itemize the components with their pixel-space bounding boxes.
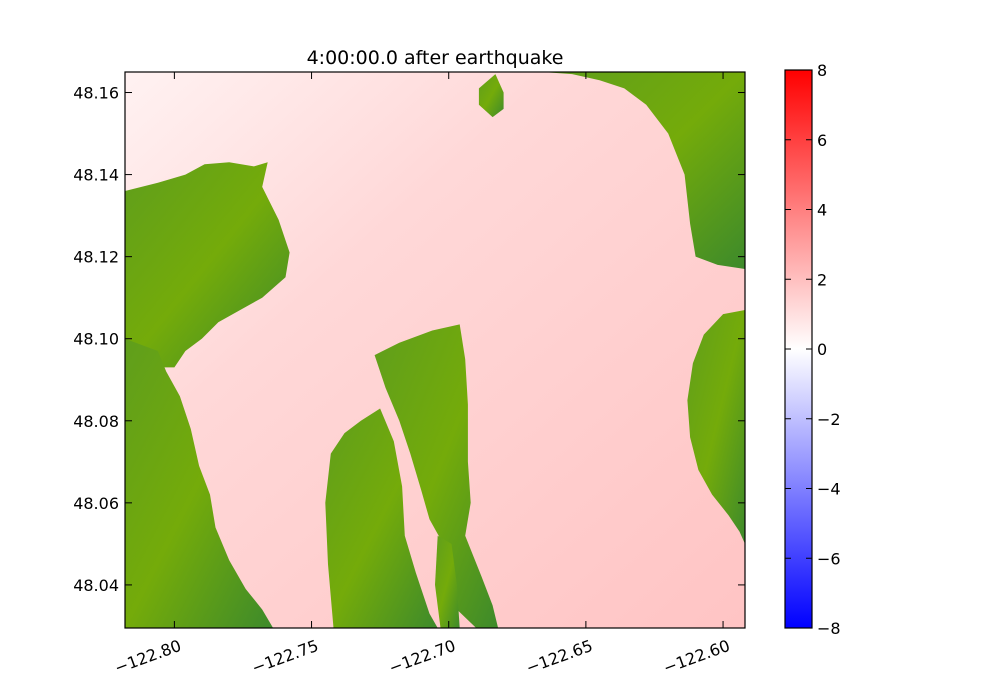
colorbar: 8 6 4 2 0 −2 −4 −6 −8	[784, 61, 841, 638]
x-tick-label: −122.75	[249, 636, 321, 678]
chart-title: 4:00:00.0 after earthquake	[307, 47, 564, 69]
land-region-west-lower	[125, 338, 274, 628]
plot-area	[124, 71, 746, 629]
land-region-west-upper	[125, 162, 290, 368]
land-region-middle-strip	[325, 408, 438, 628]
land-region-east-upper	[542, 72, 745, 269]
colorbar-tick-label: 0	[817, 340, 827, 359]
land-region-north-islet	[478, 74, 504, 118]
x-tick-label: −122.60	[661, 636, 733, 678]
land-layer	[125, 72, 745, 628]
y-axis: 48.04 48.06 48.08 48.10 48.12 48.14 48.16	[73, 84, 745, 595]
colorbar-ticks: 8 6 4 2 0 −2 −4 −6 −8	[785, 61, 841, 638]
colorbar-tick-label: 8	[817, 61, 827, 80]
y-tick-label: 48.16	[73, 84, 119, 103]
land-region-east-lower	[687, 310, 745, 544]
colorbar-tick-label: 6	[817, 131, 827, 150]
colorbar-tick-label: −6	[817, 549, 841, 568]
land-region-east-peninsula	[374, 324, 499, 628]
y-tick-label: 48.10	[73, 330, 119, 349]
y-tick-label: 48.08	[73, 412, 119, 431]
y-tick-label: 48.06	[73, 494, 119, 513]
colorbar-tick-label: 2	[817, 270, 827, 289]
colorbar-tick-label: −4	[817, 480, 841, 499]
y-tick-label: 48.04	[73, 576, 119, 595]
plot-frame	[124, 71, 746, 629]
colorbar-tick-label: 4	[817, 201, 827, 220]
colorbar-tick-label: −8	[817, 619, 841, 638]
x-tick-label: −122.70	[386, 636, 458, 678]
y-tick-label: 48.14	[73, 166, 119, 185]
land-region-small-bar	[435, 535, 460, 628]
colorbar-tick-label: −2	[817, 410, 841, 429]
y-tick-label: 48.12	[73, 248, 119, 267]
x-tick-label: −122.80	[112, 636, 184, 678]
x-tick-label: −122.65	[524, 636, 596, 678]
